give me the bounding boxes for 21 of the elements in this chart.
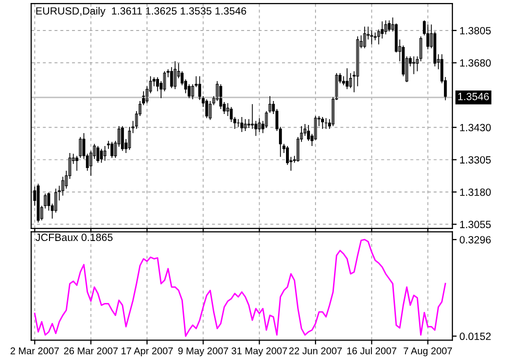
x-tick-label: 16 Jul 2007 bbox=[347, 347, 396, 354]
y-tick-label: 1.3305 bbox=[460, 156, 491, 164]
x-tick-label: 31 May 2007 bbox=[232, 347, 287, 356]
y-tick-label: 1.3180 bbox=[460, 188, 491, 196]
candlestick bbox=[244, 118, 247, 132]
x-tick-label: 7 Aug 2007 bbox=[404, 347, 452, 356]
y-tick-label: 1.3430 bbox=[460, 124, 491, 132]
candlestick bbox=[324, 118, 328, 130]
ref-line-label: 1.3546 bbox=[458, 92, 489, 100]
y-tick-label: 0.0152 bbox=[460, 332, 491, 340]
x-tick-label: 9 May 2007 bbox=[178, 347, 228, 356]
y-tick-label: 0.3296 bbox=[460, 236, 491, 244]
y-tick-label: 1.3680 bbox=[460, 59, 491, 67]
chart-title: JCFBaux 0.1865 bbox=[36, 234, 113, 242]
y-tick-label: 1.3805 bbox=[460, 26, 491, 34]
x-tick-label: 22 Jun 2007 bbox=[289, 347, 342, 354]
x-tick-label: 2 Mar 2007 bbox=[10, 347, 59, 354]
y-tick-label: 1.3055 bbox=[460, 220, 491, 228]
chart-title: EURUSD,Daily 1.3611 1.3625 1.3535 1.3546 bbox=[36, 6, 246, 17]
x-tick-label: 26 Mar 2007 bbox=[64, 347, 118, 354]
x-tick-label: 17 Apr 2007 bbox=[122, 347, 173, 356]
